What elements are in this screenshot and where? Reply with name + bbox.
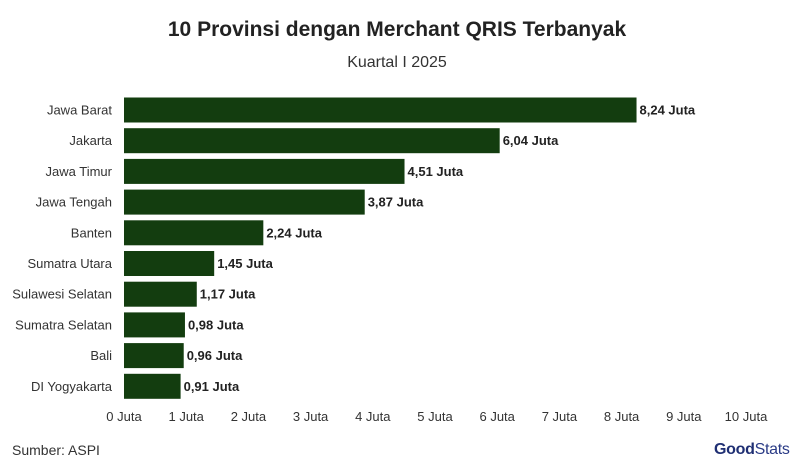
bar-jawa-barat xyxy=(124,97,637,123)
value-label-banten: 2,24 Juta xyxy=(266,225,322,240)
x-tick-label: 10 Juta xyxy=(725,409,768,424)
category-label-banten: Banten xyxy=(71,225,112,240)
category-label-sumatra-utara: Sumatra Utara xyxy=(27,256,112,271)
value-label-di-yogyakarta: 0,91 Juta xyxy=(184,379,240,394)
x-axis-ticks: 0 Juta 1 Juta 2 Juta 3 Juta 4 Juta 5 Juta 6 Ju… xyxy=(106,409,768,424)
value-label-sulawesi-selatan: 1,17 Juta xyxy=(200,287,256,302)
bar-sumatra-selatan xyxy=(124,312,185,338)
logo-stats-text: Stats xyxy=(754,441,790,458)
value-label-jawa-timur: 4,51 Juta xyxy=(408,164,464,179)
x-tick-label: 3 Juta xyxy=(293,409,329,424)
x-tick-label: 4 Juta xyxy=(355,409,391,424)
value-label-sumatra-selatan: 0,98 Juta xyxy=(188,317,244,332)
x-tick-label: 6 Juta xyxy=(479,409,515,424)
x-tick-label: 7 Juta xyxy=(542,409,578,424)
value-label-jakarta: 6,04 Juta xyxy=(503,133,559,148)
category-labels: Jawa Barat Jakarta Jawa Timur Jawa Tengah Ba… xyxy=(12,103,112,394)
bar-jawa-tengah xyxy=(124,189,365,215)
category-label-jakarta: Jakarta xyxy=(69,133,112,148)
x-tick-label: 9 Juta xyxy=(666,409,702,424)
value-label-sumatra-utara: 1,45 Juta xyxy=(217,256,273,271)
value-labels: 8,24 Juta 6,04 Juta 4,51 Juta 3,87 Juta 2,24… xyxy=(184,103,696,394)
bar-jawa-timur xyxy=(124,158,405,184)
category-label-jawa-barat: Jawa Barat xyxy=(47,103,112,118)
bar-di-yogyakarta xyxy=(124,373,181,399)
bar-bali xyxy=(124,343,184,369)
x-tick-label: 2 Juta xyxy=(231,409,267,424)
source-note: Sumber: ASPI xyxy=(12,442,100,458)
x-tick-label: 8 Juta xyxy=(604,409,640,424)
category-label-jawa-timur: Jawa Timur xyxy=(46,164,113,179)
bars-group xyxy=(124,97,637,399)
value-label-jawa-tengah: 3,87 Juta xyxy=(368,195,424,210)
category-label-sumatra-selatan: Sumatra Selatan xyxy=(15,317,112,332)
chart-title: 10 Provinsi dengan Merchant QRIS Terbany… xyxy=(167,18,627,41)
chart-subtitle: Kuartal I 2025 xyxy=(347,54,447,71)
x-tick-label: 1 Juta xyxy=(168,409,204,424)
category-label-di-yogyakarta: DI Yogyakarta xyxy=(31,379,113,394)
category-label-jawa-tengah: Jawa Tengah xyxy=(36,195,112,210)
bar-jakarta xyxy=(124,128,500,154)
bar-sulawesi-selatan xyxy=(124,281,197,307)
value-label-bali: 0,96 Juta xyxy=(187,348,243,363)
logo-good-text: Good xyxy=(714,441,755,458)
x-tick-label: 0 Juta xyxy=(106,409,142,424)
value-label-jawa-barat: 8,24 Juta xyxy=(640,103,696,118)
category-label-bali: Bali xyxy=(90,348,112,363)
bar-sumatra-utara xyxy=(124,251,215,276)
goodstats-logo: GoodStats xyxy=(714,441,790,459)
bar-banten xyxy=(124,220,264,246)
x-tick-label: 5 Juta xyxy=(417,409,453,424)
category-label-sulawesi-selatan: Sulawesi Selatan xyxy=(12,287,112,302)
